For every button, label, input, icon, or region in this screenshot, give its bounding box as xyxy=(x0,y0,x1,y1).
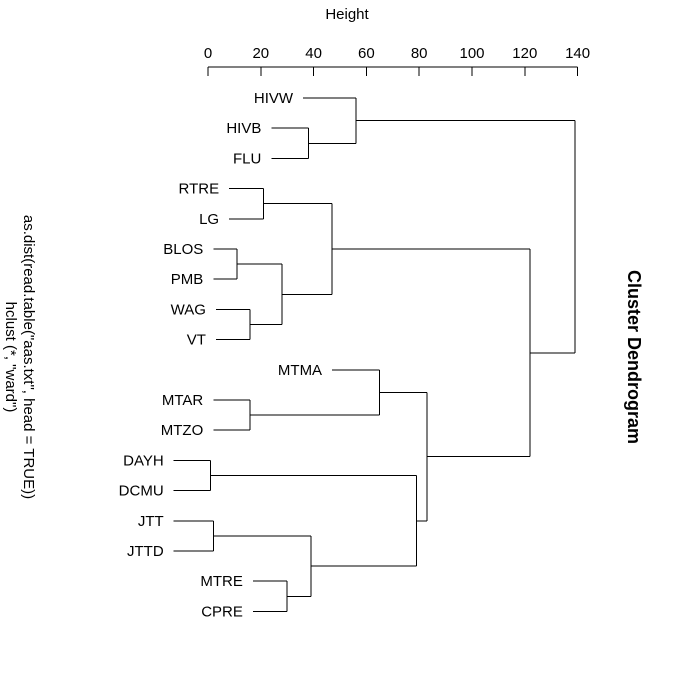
leaf-label-flu: FLU xyxy=(233,150,261,167)
height-tick-label-120: 120 xyxy=(512,45,537,62)
leaf-label-jttd: JTTD xyxy=(127,543,164,560)
leaf-label-lg: LG xyxy=(199,211,219,228)
leaf-label-pmb: PMB xyxy=(171,271,204,288)
chart-subtitle-line-2: hclust (*, "ward") xyxy=(2,302,19,413)
height-axis: 0 20 40 60 80 100 120 140 xyxy=(204,45,590,76)
leaf-label-dcmu: DCMU xyxy=(119,483,164,500)
leaf-label-blos: BLOS xyxy=(163,241,203,258)
dendrogram-tree xyxy=(173,97,576,612)
height-tick-label-80: 80 xyxy=(411,45,428,62)
leaf-label-mtma: MTMA xyxy=(278,362,322,379)
height-tick-label-60: 60 xyxy=(358,45,375,62)
chart-subtitle-line-1: as.dist(read.table("aas.txt", head = TRU… xyxy=(20,215,37,499)
leaf-label-dayh: DAYH xyxy=(123,452,164,469)
height-axis-label: Height xyxy=(325,6,369,23)
leaf-labels: HIVW HIVB FLU RTRE LG BLOS PMB WAG VT MTMA MTAR MTZ… xyxy=(119,90,322,620)
height-tick-label-100: 100 xyxy=(459,45,484,62)
height-tick-label-20: 20 xyxy=(252,45,269,62)
leaf-label-mtre: MTRE xyxy=(200,573,243,590)
height-tick-label-140: 140 xyxy=(565,45,590,62)
leaf-label-hivw: HIVW xyxy=(254,90,294,107)
height-tick-label-0: 0 xyxy=(204,45,212,62)
height-tick-label-40: 40 xyxy=(305,45,322,62)
leaf-label-wag: WAG xyxy=(171,301,206,318)
chart-title: Cluster Dendrogram xyxy=(624,270,644,444)
leaf-label-mtar: MTAR xyxy=(162,392,204,409)
leaf-label-cpre: CPRE xyxy=(201,603,243,620)
leaf-label-hivb: HIVB xyxy=(226,120,261,137)
leaf-label-mtzo: MTZO xyxy=(161,422,204,439)
leaf-label-jtt: JTT xyxy=(138,513,164,530)
leaf-label-rtre: RTRE xyxy=(179,181,220,198)
leaf-label-vt: VT xyxy=(187,332,206,349)
